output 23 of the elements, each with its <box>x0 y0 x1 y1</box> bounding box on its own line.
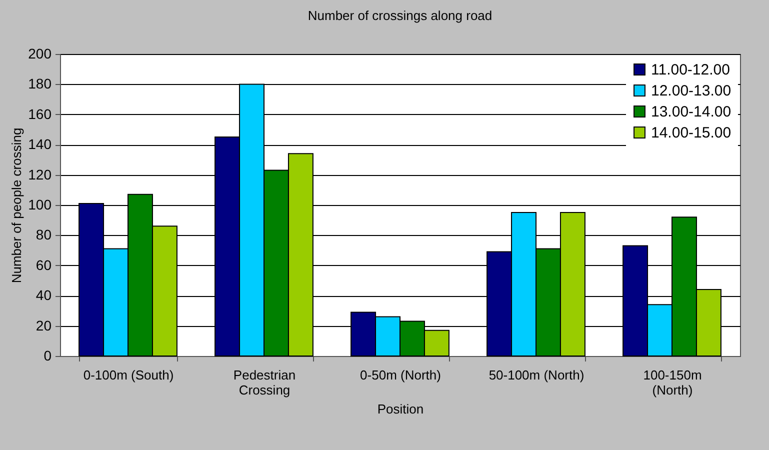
y-tick-label: 0 <box>44 348 52 364</box>
x-tick-label: 100-150m (North) <box>643 368 702 398</box>
y-tick-label: 100 <box>28 196 52 212</box>
legend-label: 12.00-13.00 <box>651 82 732 100</box>
y-tick-label: 200 <box>28 46 52 62</box>
x-axis-title: Position <box>377 402 424 416</box>
x-tick-label: 0-100m (South) <box>83 368 174 382</box>
chart-title: Number of crossings along road <box>308 8 492 23</box>
legend-label: 13.00-14.00 <box>651 104 732 120</box>
y-tick-label: 120 <box>28 166 52 182</box>
y-tick-label: 40 <box>36 287 52 304</box>
y-tick-label: 20 <box>36 317 52 334</box>
y-tick-label: 160 <box>28 106 52 122</box>
y-tick-label: 180 <box>28 76 52 92</box>
legend-label: 14.00-15.00 <box>651 124 732 142</box>
x-tick-label: 0-50m (North) <box>360 368 441 382</box>
legend-label: 11.00-12.00 <box>651 62 730 78</box>
y-tick-label: 60 <box>36 256 52 273</box>
x-tick-label: 50-100m (North) <box>488 368 584 382</box>
y-tick-label: 80 <box>36 226 52 243</box>
y-axis-title: Number of people crossing <box>9 128 24 284</box>
y-tick-label: 140 <box>28 136 52 152</box>
x-tick-label: Pedestrian Crossing <box>233 368 296 398</box>
